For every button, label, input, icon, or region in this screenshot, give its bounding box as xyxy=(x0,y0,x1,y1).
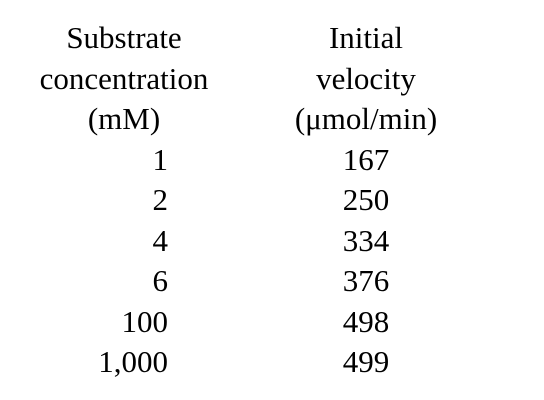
substrate-column: Substrate concentration (mM) 1 2 4 6 100… xyxy=(24,18,224,383)
table-cell: 498 xyxy=(342,303,390,339)
table-cell: 4 xyxy=(152,222,169,258)
table-cell: 499 xyxy=(342,344,390,379)
header-line: concentration xyxy=(39,60,209,96)
table-cell: 376 xyxy=(342,263,390,298)
table-cell: 2 xyxy=(152,182,169,217)
header-line: Initial xyxy=(328,20,404,55)
header-line: Substrate xyxy=(66,20,182,55)
header-line: (mM) xyxy=(87,101,161,136)
substrate-header: Substrate concentration (mM) xyxy=(24,18,224,140)
header-line: (μmol/min) xyxy=(294,101,438,136)
table-cell: 250 xyxy=(342,182,390,217)
table-cell: 334 xyxy=(342,222,390,258)
velocity-column: Initial velocity (μmol/min) 167 250 334 … xyxy=(268,18,464,383)
velocity-header: Initial velocity (μmol/min) xyxy=(268,18,464,140)
table-cell: 167 xyxy=(342,141,390,177)
table-cell: 6 xyxy=(152,263,169,298)
table-cell: 1 xyxy=(152,141,169,177)
table-cell: 100 xyxy=(121,303,169,339)
header-line: velocity xyxy=(316,60,416,96)
substrate-values: 1 2 4 6 100 1,000 xyxy=(24,140,224,383)
velocity-values: 167 250 334 376 498 499 xyxy=(268,140,464,383)
table-cell: 1,000 xyxy=(98,344,168,379)
